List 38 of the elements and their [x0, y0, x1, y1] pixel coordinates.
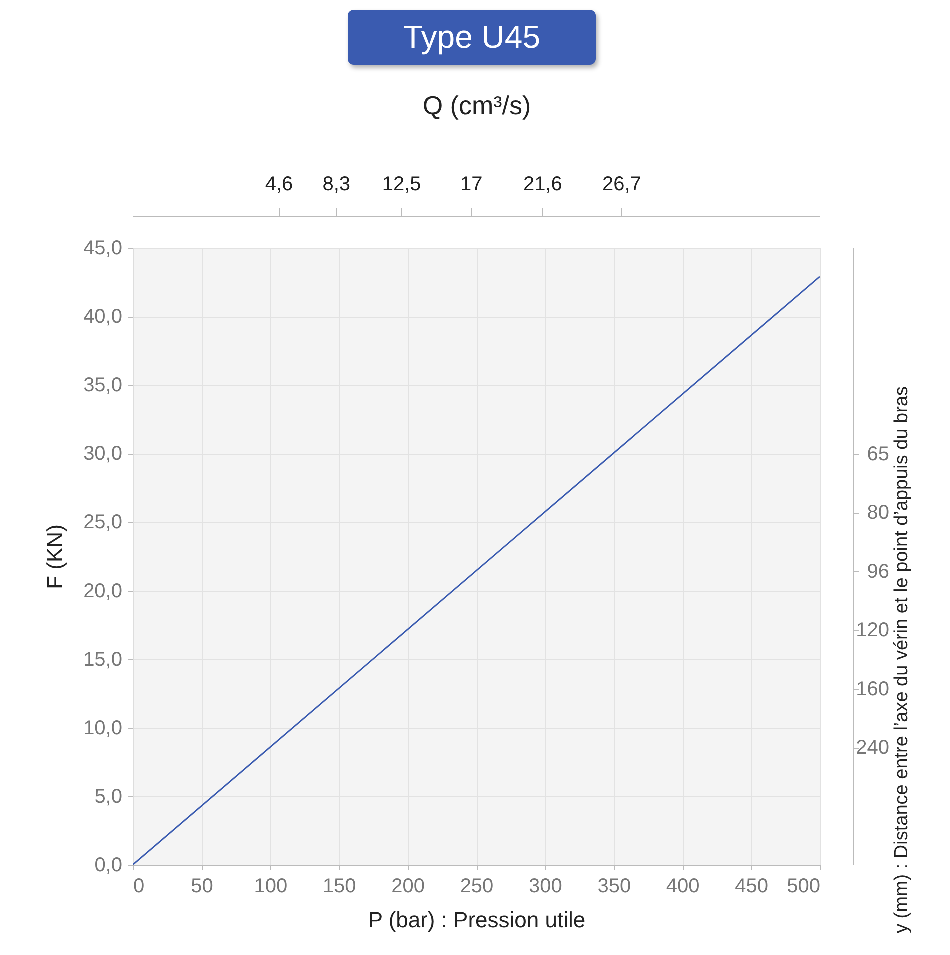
y2-axis-title: y (mm) : Distance entre l’axe du vérin et le point d’appuis du bras	[892, 386, 912, 934]
category-label: 120	[856, 620, 890, 642]
x2-tick-label: 12,5	[382, 174, 422, 196]
x-tick-label: 150	[322, 876, 356, 898]
y-tick-label: 25,0	[84, 512, 122, 534]
y-tick-label: 0,0	[94, 854, 122, 876]
x2-tick-label: 8,3	[322, 174, 351, 196]
category-label: 96	[867, 560, 890, 583]
y-tick-label: 30,0	[84, 443, 122, 466]
x2-tick-label: 21,6	[523, 174, 562, 196]
x-tick-label: 100	[254, 876, 288, 898]
y-tick-label: 45,0	[84, 238, 122, 260]
x2-axis-title: Q (cm³/s)	[422, 90, 532, 120]
category-label: 160	[856, 678, 890, 700]
x-tick-label: 400	[666, 876, 700, 898]
y-tick-label: 20,0	[84, 580, 122, 602]
x2-tick-label: 26,7	[602, 174, 642, 196]
x2-tick-label: 4,6	[265, 174, 294, 196]
y-tick-label: 10,0	[84, 717, 122, 740]
x-tick-label: 200	[392, 876, 425, 898]
x-tick-label: 450	[735, 876, 768, 898]
category-label: 80	[867, 502, 890, 524]
x-tick-label: 350	[598, 876, 632, 898]
y-axis-title: F (KN)	[42, 524, 68, 590]
x-tick-label: 50	[191, 876, 214, 898]
category-label: 240	[856, 737, 890, 760]
x-axis-title: P (bar) : Pression utile	[368, 908, 586, 932]
y-tick-label: 15,0	[84, 648, 122, 671]
y-tick-label: 40,0	[84, 306, 122, 328]
y-tick-label: 5,0	[94, 786, 122, 808]
x-tick-label: 250	[460, 876, 494, 898]
x-tick-label: 300	[529, 876, 562, 898]
x-tick-label: 0	[134, 876, 145, 898]
x-tick-label: 500	[787, 876, 820, 898]
category-label: 65	[867, 444, 890, 466]
x2-tick-label: 17	[460, 174, 483, 196]
chart-title: Type U45	[348, 10, 596, 65]
y-tick-label: 35,0	[84, 374, 122, 397]
